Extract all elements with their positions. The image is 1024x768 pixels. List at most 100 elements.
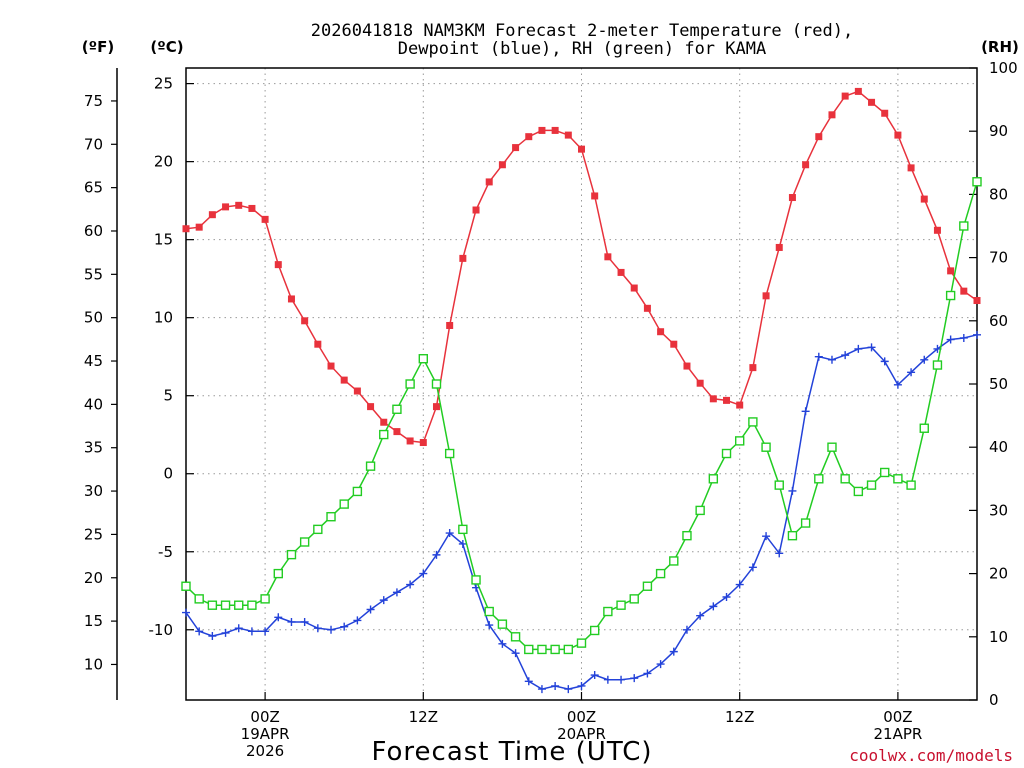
rh-point (642, 581, 653, 591)
rh-point (840, 474, 850, 484)
rh-point (365, 461, 376, 471)
temperature-point (393, 428, 401, 436)
dewpoint-point (287, 617, 296, 626)
rh-point (260, 594, 270, 604)
temperature-point (868, 98, 876, 106)
rh-point (629, 594, 639, 604)
fahrenheit-tick-label: 10 (84, 655, 103, 673)
rh-point (194, 594, 204, 604)
dewpoint-point (907, 368, 916, 377)
rh-point (444, 448, 455, 459)
rh-tick-label: 100 (989, 59, 1018, 77)
dewpoint-point (247, 627, 256, 636)
rh-point (247, 600, 257, 610)
rh-point (550, 644, 560, 655)
celsius-tick-label: 10 (154, 309, 173, 327)
rh-point (273, 568, 283, 579)
temperature-point (617, 268, 625, 276)
dewpoint-point (498, 639, 507, 648)
dewpoint-point (762, 532, 771, 541)
rh-point (945, 290, 956, 301)
temperature-point (182, 225, 190, 233)
dewpoint-point (353, 616, 362, 625)
celsius-tick-label: 20 (154, 153, 173, 171)
dewpoint-point (234, 624, 243, 633)
dewpoint-point (854, 344, 863, 353)
dewpoint-point (537, 685, 546, 694)
temperature-point (446, 321, 454, 329)
rh-point (893, 474, 903, 484)
temperature-point (802, 161, 810, 169)
celsius-tick-label: 15 (154, 231, 173, 249)
dewpoint-point (551, 681, 560, 690)
temperature-point (525, 133, 533, 141)
dewpoint-point (709, 602, 718, 611)
dewpoint-point (524, 677, 533, 686)
rh-point (669, 556, 679, 566)
rh-point (563, 644, 574, 655)
x-axis-label: Forecast Time (UTC) (371, 737, 652, 767)
rh-point (313, 524, 323, 535)
dewpoint-point (748, 563, 757, 572)
rh-tick-label: 20 (989, 565, 1008, 583)
temperature-point (788, 194, 796, 202)
rh-point (299, 537, 310, 547)
rh-point (827, 442, 837, 452)
rh-point (418, 354, 428, 364)
rh-point (906, 480, 916, 490)
temperature-point (947, 267, 955, 275)
dewpoint-point (327, 625, 336, 634)
temperature-point (380, 418, 388, 426)
dewpoint-point (485, 621, 494, 630)
rh-point (682, 530, 692, 541)
rh-point (405, 379, 415, 389)
rh-point (326, 512, 336, 522)
temperature-point (367, 403, 375, 411)
rh-point (537, 644, 547, 655)
rh-point (695, 505, 705, 516)
time-tick-label: 12Z (725, 708, 754, 726)
celsius-tick-label: -10 (149, 621, 174, 639)
dewpoint-point (564, 685, 573, 694)
time-tick-label: 20APR (557, 725, 606, 743)
temperature-point (419, 439, 427, 447)
temperature-point (881, 109, 889, 117)
dewpoint-point (867, 343, 876, 352)
temperature-point (406, 437, 414, 445)
rh-tick-label: 40 (989, 438, 1008, 456)
dewpoint-point (603, 675, 612, 684)
rh-tick-label: 90 (989, 122, 1008, 140)
dewpoint-point (182, 608, 190, 617)
temperature-point (683, 362, 691, 370)
dewpoint-point (261, 627, 270, 636)
rh-point (603, 606, 613, 617)
fahrenheit-tick-label: 45 (84, 352, 103, 370)
dewpoint-point (788, 486, 797, 495)
temperature-point (353, 387, 361, 395)
temperature-point (736, 401, 744, 409)
dewpoint-point (300, 617, 309, 626)
temperature-point (591, 192, 599, 200)
dewpoint-point (643, 669, 652, 678)
chart-title-line-1: 2026041818 NAM3KM Forecast 2-meter Tempe… (311, 21, 853, 41)
rh-point (286, 549, 297, 560)
rh-tick-label: 10 (989, 628, 1008, 646)
fahrenheit-tick-label: 40 (84, 395, 103, 413)
dewpoint-point (946, 335, 955, 344)
celsius-tick-label: 0 (163, 465, 173, 483)
celsius-tick-label: 25 (154, 75, 173, 93)
time-tick-label: 00Z (883, 708, 912, 726)
rh-tick-label: 80 (989, 185, 1008, 203)
temperature-point (762, 292, 770, 300)
fahrenheit-tick-label: 65 (84, 179, 103, 197)
temperature-point (472, 206, 480, 214)
dewpoint-point (208, 632, 217, 641)
rh-point (972, 177, 982, 187)
temperature-point (208, 211, 216, 219)
dewpoint-point (590, 671, 599, 680)
temperature-point (578, 145, 585, 153)
fahrenheit-tick-label: 25 (84, 525, 103, 543)
rh-point (181, 581, 191, 591)
dewpoint-point (379, 596, 388, 605)
